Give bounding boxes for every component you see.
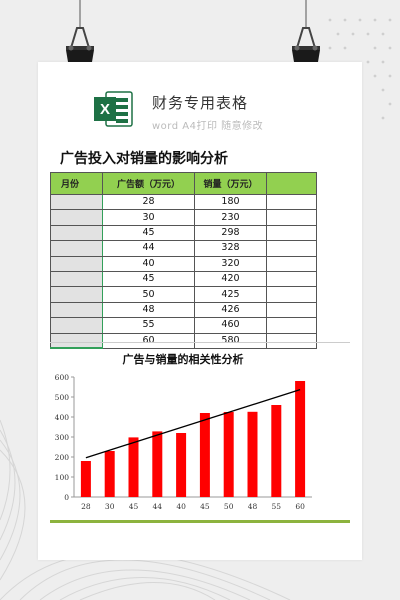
table-row: 30 230 [50, 209, 317, 226]
y-tick-label: 100 [55, 473, 70, 482]
y-tick-label: 200 [55, 453, 70, 462]
cell-month[interactable] [50, 317, 103, 334]
cell-month[interactable] [50, 209, 103, 226]
chart-title: 广告与销量的相关性分析 [122, 353, 244, 366]
cell-ad-spend[interactable]: 28 [102, 193, 195, 211]
table-row: 44 328 [50, 240, 317, 257]
x-tick-label: 45 [200, 502, 210, 511]
data-table: 月份 广告额（万元） 销量（万元） 28 180 30 230 45 298 44 328 40… [50, 172, 317, 350]
bar-chart[interactable]: 0 100 200 300 400 500 600 28 30 45 44 40 45 50 48 55 60 [50, 369, 316, 519]
app-title: 财务专用表格 [152, 94, 249, 112]
bar [247, 411, 258, 497]
y-tick-label: 600 [55, 373, 70, 382]
cell-empty[interactable] [266, 209, 317, 226]
app-subtitle: word A4打印 随意修改 [152, 121, 264, 132]
cell-sales[interactable]: 426 [194, 301, 267, 319]
footer-accent-line [50, 520, 350, 523]
y-tick-label: 400 [55, 413, 70, 422]
cell-month[interactable] [50, 301, 103, 319]
cell-ad-spend[interactable]: 45 [102, 224, 195, 242]
cell-month[interactable] [50, 240, 103, 257]
bar [128, 437, 139, 497]
bar [80, 461, 91, 497]
cell-ad-spend[interactable]: 45 [102, 270, 195, 288]
table-row: 45 298 [50, 224, 317, 242]
cell-empty[interactable] [266, 270, 317, 288]
cell-empty[interactable] [266, 332, 317, 349]
x-tick-label: 28 [81, 502, 91, 511]
y-tick-label: 0 [64, 493, 69, 502]
cell-ad-spend[interactable]: 48 [102, 301, 195, 319]
bar [152, 431, 163, 497]
cell-ad-spend[interactable]: 50 [102, 286, 195, 303]
cell-month[interactable] [50, 224, 103, 242]
bar [104, 451, 115, 497]
cell-month[interactable] [50, 270, 103, 288]
excel-icon: X [94, 91, 133, 127]
x-tick-label: 45 [129, 502, 139, 511]
cell-ad-spend[interactable]: 44 [102, 240, 195, 257]
x-tick-label: 50 [224, 502, 234, 511]
table-row: 60 580 [50, 332, 317, 350]
column-header-month[interactable]: 月份 [50, 172, 103, 195]
cell-ad-spend[interactable]: 30 [102, 209, 195, 226]
bar [295, 381, 306, 497]
x-tick-label: 40 [176, 502, 186, 511]
y-tick-label: 500 [55, 393, 70, 402]
x-tick-label: 30 [105, 502, 115, 511]
logo-letter: X [100, 101, 110, 118]
x-tick-label: 44 [153, 502, 163, 511]
cell-sales[interactable]: 420 [194, 270, 267, 288]
cell-empty[interactable] [266, 317, 317, 334]
bar [271, 405, 282, 497]
spreadsheet: 广告投入对销量的影响分析 月份 广告额（万元） 销量（万元） 28 180 30 23… [50, 140, 350, 556]
table-row: 55 460 [50, 317, 317, 334]
cell-sales[interactable]: 320 [194, 255, 267, 272]
cell-ad-spend[interactable]: 55 [102, 317, 195, 334]
table-header-row: 月份 广告额（万元） 销量（万元） [50, 172, 317, 195]
cell-sales[interactable]: 230 [194, 209, 267, 226]
cell-sales[interactable]: 460 [194, 317, 267, 334]
bar [176, 433, 187, 497]
bar [199, 413, 210, 497]
table-row: 28 180 [50, 193, 317, 211]
x-tick-label: 60 [295, 502, 305, 511]
cell-month[interactable] [50, 193, 103, 211]
cell-sales[interactable]: 180 [194, 193, 267, 211]
column-header-sales[interactable]: 销量（万元） [194, 172, 267, 195]
cell-sales[interactable]: 425 [194, 286, 267, 303]
cell-sales[interactable]: 298 [194, 224, 267, 242]
cell-empty[interactable] [266, 301, 317, 319]
cell-empty[interactable] [266, 193, 317, 211]
cell-empty[interactable] [266, 286, 317, 303]
y-tick-label: 300 [55, 433, 70, 442]
table-row: 50 425 [50, 286, 317, 303]
chart-area: 广告与销量的相关性分析 0 100 200 300 400 500 600 28 30 45 44 4… [50, 342, 350, 528]
cell-sales[interactable]: 328 [194, 240, 267, 257]
trendline [85, 388, 301, 459]
x-tick-label: 55 [272, 502, 282, 511]
cell-month[interactable] [50, 332, 103, 350]
cell-empty[interactable] [266, 240, 317, 257]
cell-empty[interactable] [266, 255, 317, 272]
column-header-ad-spend[interactable]: 广告额（万元） [102, 172, 195, 195]
table-row: 40 320 [50, 255, 317, 272]
table-row: 48 426 [50, 301, 317, 319]
table-body: 28 180 30 230 45 298 44 328 40 320 45 420 50 425 48 426… [50, 193, 317, 350]
bar [223, 412, 234, 497]
cell-month[interactable] [50, 286, 103, 303]
sheet-title: 广告投入对销量的影响分析 [60, 151, 228, 167]
cell-empty[interactable] [266, 224, 317, 242]
cell-month[interactable] [50, 255, 103, 272]
table-row: 45 420 [50, 270, 317, 288]
column-header-empty[interactable] [266, 172, 317, 195]
cell-ad-spend[interactable]: 40 [102, 255, 195, 272]
x-tick-label: 48 [248, 502, 258, 511]
